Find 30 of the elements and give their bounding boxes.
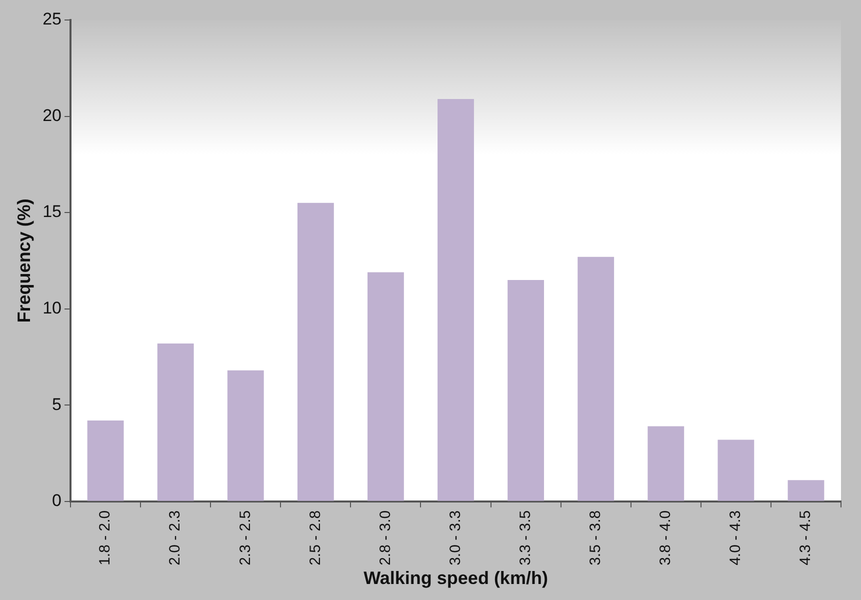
x-tick-label: 2.0 - 2.3: [166, 510, 184, 566]
x-tick-label: 2.3 - 2.5: [236, 510, 254, 566]
bar: [578, 256, 614, 501]
y-axis-title: Frequency (%): [14, 198, 34, 323]
y-tick-label: 5: [52, 394, 62, 414]
x-tick-label: 2.8 - 3.0: [376, 510, 394, 566]
x-axis-title: Walking speed (km/h): [364, 568, 548, 588]
x-tick-label: 3.3 - 3.5: [516, 510, 534, 566]
bar: [368, 272, 404, 501]
bar: [718, 440, 754, 501]
x-tick-label: 3.8 - 4.0: [657, 510, 674, 566]
bar: [438, 98, 474, 501]
bar: [648, 426, 684, 501]
x-tick-label: 4.3 - 4.5: [797, 510, 814, 566]
bar: [788, 480, 824, 501]
x-tick-label: 4.0 - 4.3: [727, 510, 744, 566]
y-tick-label: 0: [52, 491, 62, 510]
bar: [157, 343, 194, 501]
y-tick-label: 25: [42, 10, 62, 29]
x-tick-label: 1.8 - 2.0: [96, 510, 114, 566]
x-tick-label: 3.5 - 3.8: [586, 510, 604, 566]
bar: [227, 370, 264, 501]
bar: [87, 420, 124, 501]
y-tick-label: 10: [42, 298, 62, 318]
y-tick-label: 15: [42, 202, 62, 222]
bar: [508, 280, 544, 501]
bar: [297, 202, 334, 501]
x-tick-label: 3.0 - 3.3: [446, 510, 464, 566]
y-tick-label: 20: [42, 106, 62, 125]
x-tick-label: 2.5 - 2.8: [306, 510, 324, 566]
